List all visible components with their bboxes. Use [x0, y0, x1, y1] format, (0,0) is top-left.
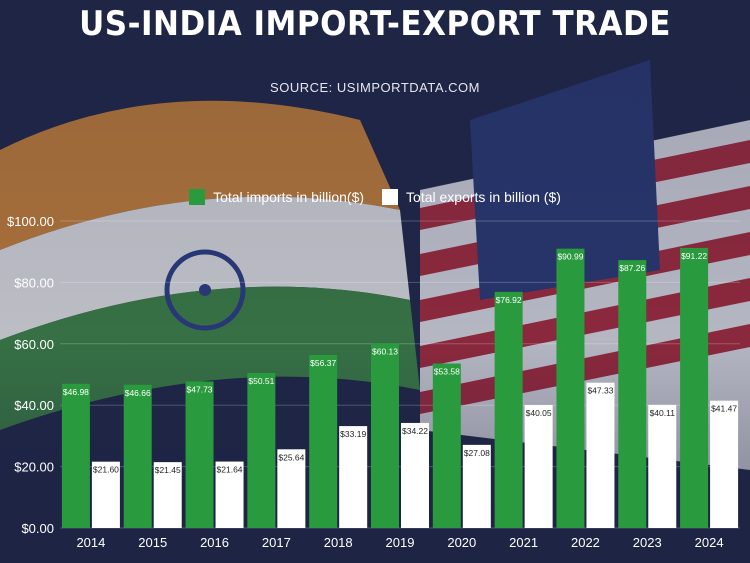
export-bar [153, 462, 182, 528]
export-value-label: $27.08 [464, 448, 490, 458]
export-bar [710, 400, 739, 528]
import-bar [123, 384, 152, 528]
x-tick-label: 2015 [138, 535, 167, 550]
y-tick-label: $60.00 [14, 337, 54, 352]
import-bar [371, 343, 399, 528]
export-bar [339, 426, 368, 528]
export-bar [524, 405, 553, 528]
export-value-label: $47.33 [587, 386, 613, 396]
export-bar [277, 449, 306, 528]
import-bar [247, 372, 276, 528]
legend-label-imports: Total imports in billion($) [213, 189, 365, 205]
x-tick-label: 2023 [633, 535, 662, 550]
x-tick-label: 2014 [76, 535, 105, 550]
import-bar [309, 354, 338, 528]
y-tick-label: $0.00 [21, 521, 54, 536]
x-tick-label: 2019 [386, 535, 415, 550]
export-value-label: $41.47 [711, 404, 737, 414]
export-value-label: $40.05 [526, 408, 552, 418]
export-value-label: $40.11 [650, 408, 676, 418]
y-tick-label: $20.00 [14, 460, 54, 475]
import-value-label: $53.58 [434, 367, 460, 377]
export-value-label: $33.19 [340, 429, 366, 439]
legend-item-exports: Total exports in billion ($) [382, 189, 561, 205]
chart-legend: Total imports in billion($) Total export… [0, 189, 750, 205]
x-tick-label: 2017 [262, 535, 291, 550]
legend-swatch-imports [189, 189, 206, 205]
export-bar [462, 444, 491, 528]
export-value-label: $21.64 [217, 465, 243, 475]
export-bar [586, 382, 615, 528]
import-bar [61, 383, 90, 528]
export-value-label: $34.22 [402, 426, 428, 436]
export-bar [648, 404, 677, 528]
import-value-label: $47.73 [187, 384, 213, 394]
import-value-label: $91.22 [681, 251, 707, 261]
y-tick-label: $100.00 [7, 214, 54, 229]
import-value-label: $87.26 [619, 263, 645, 273]
legend-label-exports: Total exports in billion ($) [406, 189, 561, 205]
import-value-label: $60.13 [372, 346, 398, 356]
import-bar [680, 247, 709, 529]
import-bar [556, 248, 585, 528]
import-bar [618, 260, 647, 528]
x-tick-label: 2020 [447, 535, 476, 550]
legend-swatch-exports [382, 189, 399, 205]
import-bar [494, 291, 523, 528]
x-tick-label: 2021 [509, 535, 538, 550]
import-value-label: $76.92 [496, 295, 522, 305]
x-tick-label: 2022 [571, 535, 600, 550]
y-tick-label: $80.00 [14, 275, 54, 290]
x-tick-label: 2016 [200, 535, 229, 550]
y-tick-label: $40.00 [14, 398, 54, 413]
import-bar [185, 381, 214, 528]
legend-item-imports: Total imports in billion($) [189, 189, 364, 205]
import-value-label: $50.51 [248, 376, 274, 386]
import-value-label: $56.37 [310, 358, 336, 368]
export-bar [401, 422, 429, 528]
import-value-label: $46.66 [125, 388, 151, 398]
export-bar [215, 461, 244, 528]
import-bar [432, 363, 461, 528]
x-tick-label: 2024 [695, 535, 724, 550]
import-value-label: $46.98 [63, 387, 89, 397]
export-value-label: $21.60 [93, 465, 119, 475]
export-value-label: $21.45 [155, 465, 181, 475]
chart-title: US-INDIA IMPORT-EXPORT TRADE [79, 4, 671, 44]
chart-subtitle: SOURCE: USIMPORTDATA.COM [270, 80, 480, 95]
export-bar [91, 461, 120, 528]
export-value-label: $25.64 [278, 452, 304, 462]
x-tick-label: 2018 [324, 535, 353, 550]
import-value-label: $90.99 [557, 252, 583, 262]
